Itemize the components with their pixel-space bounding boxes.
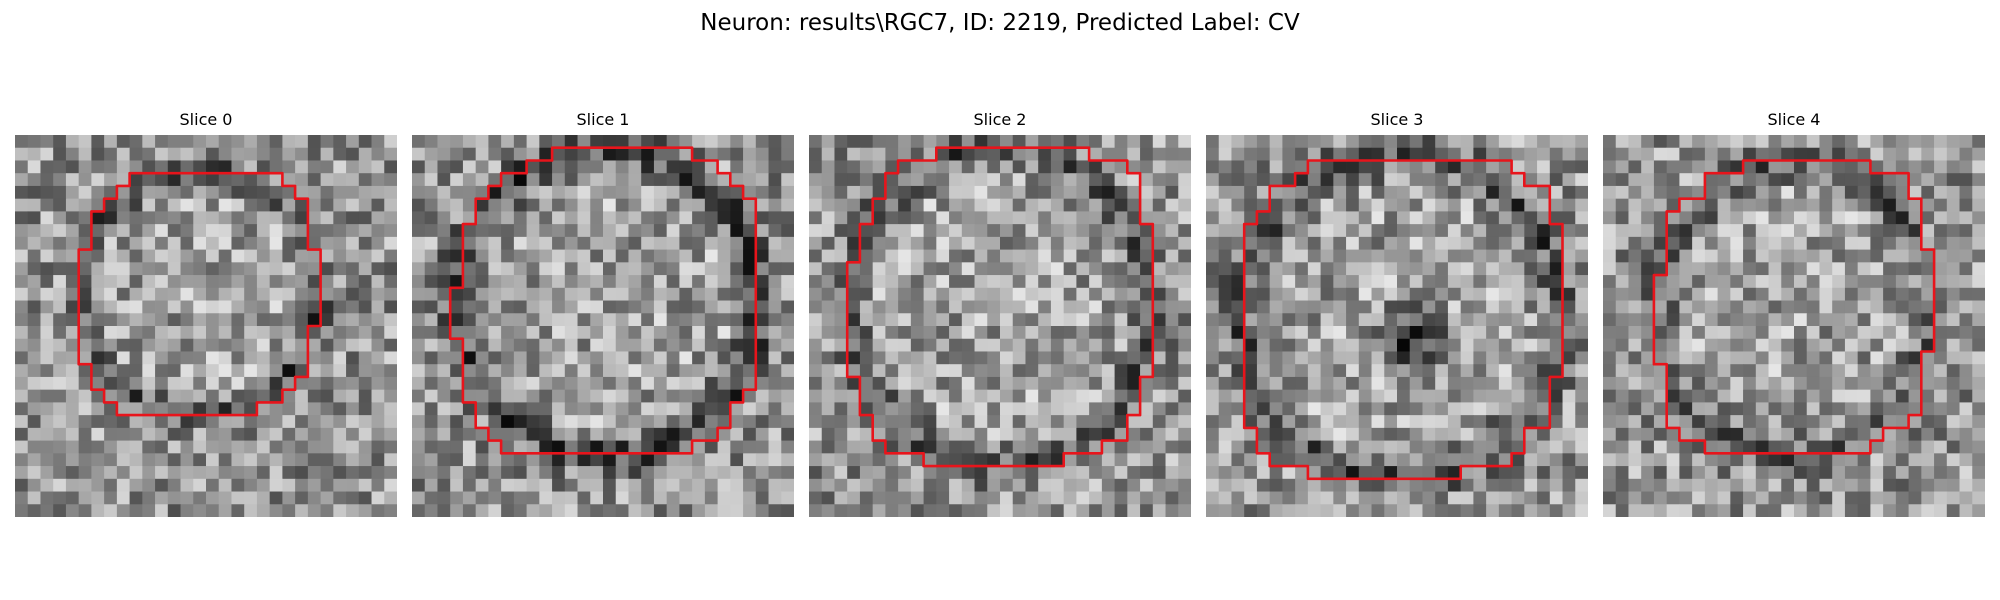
slice-1-title: Slice 1 [576, 110, 630, 129]
slice-3-title: Slice 3 [1370, 110, 1424, 129]
slice-3-image [1206, 135, 1588, 517]
slice-4-image [1603, 135, 1985, 517]
figure-title: Neuron: results\RGC7, ID: 2219, Predicte… [700, 10, 1300, 36]
slice-0-image [15, 135, 397, 517]
slice-4-title: Slice 4 [1767, 110, 1821, 129]
slice-1-image [412, 135, 794, 517]
slice-2-title: Slice 2 [973, 110, 1027, 129]
slice-2-contour [845, 146, 1155, 468]
slice-3-contour [1242, 159, 1564, 481]
slice-0-title: Slice 0 [179, 110, 233, 129]
slice-4-contour [1652, 159, 1936, 455]
slice-1-contour [448, 146, 758, 455]
slice-2-image [809, 135, 1191, 517]
slice-0-contour [77, 171, 322, 417]
